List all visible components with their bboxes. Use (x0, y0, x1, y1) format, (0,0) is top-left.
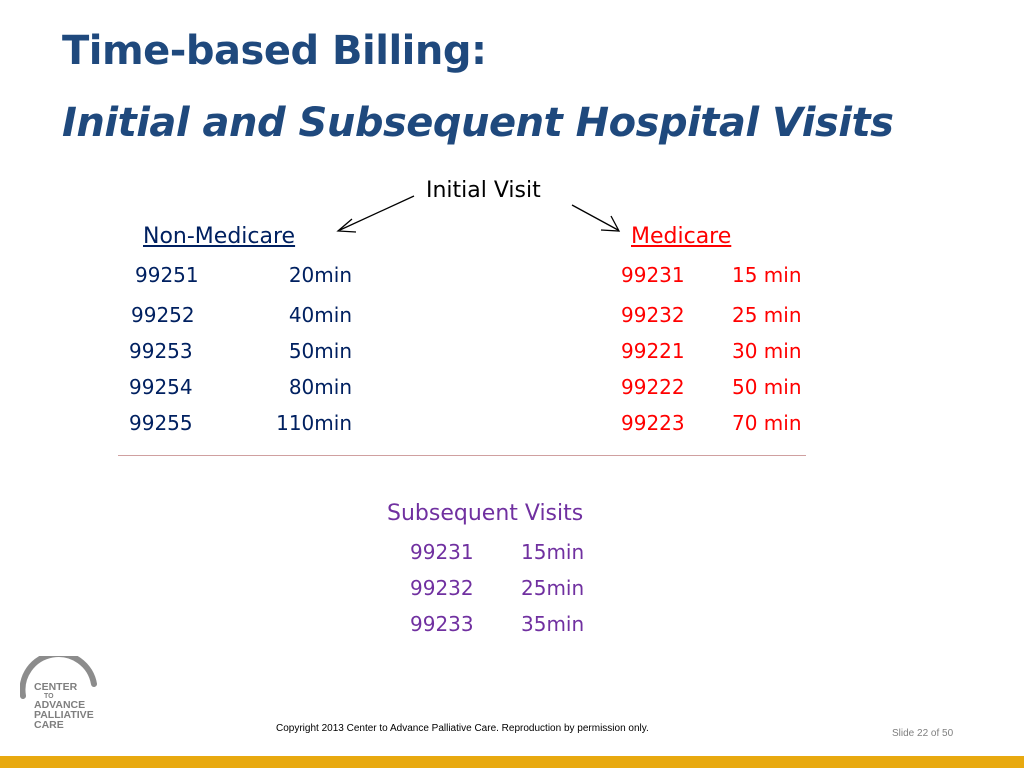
medicare-code: 99222 (621, 375, 685, 399)
medicare-time: 25 min (732, 303, 802, 327)
non-medicare-code: 99255 (129, 411, 193, 435)
non-medicare-time: 80min (288, 375, 352, 399)
slide-title-line2: Initial and Subsequent Hospital Visits (62, 100, 894, 146)
medicare-time: 15 min (732, 263, 802, 287)
subsequent-code: 99233 (410, 612, 474, 636)
subsequent-time: 15min (521, 540, 585, 564)
medicare-time: 70 min (732, 411, 802, 435)
non-medicare-code: 99252 (131, 303, 195, 327)
svg-text:PALLIATIVE: PALLIATIVE (34, 709, 94, 721)
arrow-right-line (571, 204, 619, 231)
medicare-time: 50 min (732, 375, 802, 399)
non-medicare-code: 99254 (129, 375, 193, 399)
arrow-right-head (600, 215, 621, 232)
subsequent-visits-header: Subsequent Visits (387, 501, 584, 526)
non-medicare-time: 110min (276, 411, 352, 435)
medicare-code: 99223 (621, 411, 685, 435)
medicare-time: 30 min (732, 339, 802, 363)
non-medicare-code: 99253 (129, 339, 193, 363)
non-medicare-header: Non-Medicare (143, 224, 296, 249)
subsequent-time: 35min (521, 612, 585, 636)
arrow-left-line (339, 195, 415, 231)
copyright-text: Copyright 2013 Center to Advance Palliat… (276, 723, 649, 734)
initial-visit-label: Initial Visit (426, 178, 541, 203)
medicare-code: 99221 (621, 339, 685, 363)
non-medicare-time: 40min (288, 303, 352, 327)
medicare-code: 99231 (621, 263, 685, 287)
non-medicare-code: 99251 (135, 263, 199, 287)
svg-text:CENTER: CENTER (34, 681, 78, 693)
slide-number: Slide 22 of 50 (892, 728, 954, 739)
subsequent-code: 99232 (410, 576, 474, 600)
non-medicare-time: 20min (288, 263, 352, 287)
svg-text:ADVANCE: ADVANCE (34, 699, 85, 711)
arrow-left-head (336, 218, 357, 233)
non-medicare-time: 50min (288, 339, 352, 363)
svg-text:TO: TO (44, 693, 54, 700)
slide-title-line1: Time-based Billing: (62, 28, 487, 74)
section-divider (118, 455, 806, 456)
subsequent-time: 25min (521, 576, 585, 600)
capc-logo: CENTER TO ADVANCE PALLIATIVE CARE (20, 656, 97, 731)
medicare-code: 99232 (621, 303, 685, 327)
svg-text:CARE: CARE (34, 719, 64, 731)
bottom-accent-bar (0, 756, 1024, 768)
subsequent-code: 99231 (410, 540, 474, 564)
medicare-header: Medicare (631, 224, 732, 249)
